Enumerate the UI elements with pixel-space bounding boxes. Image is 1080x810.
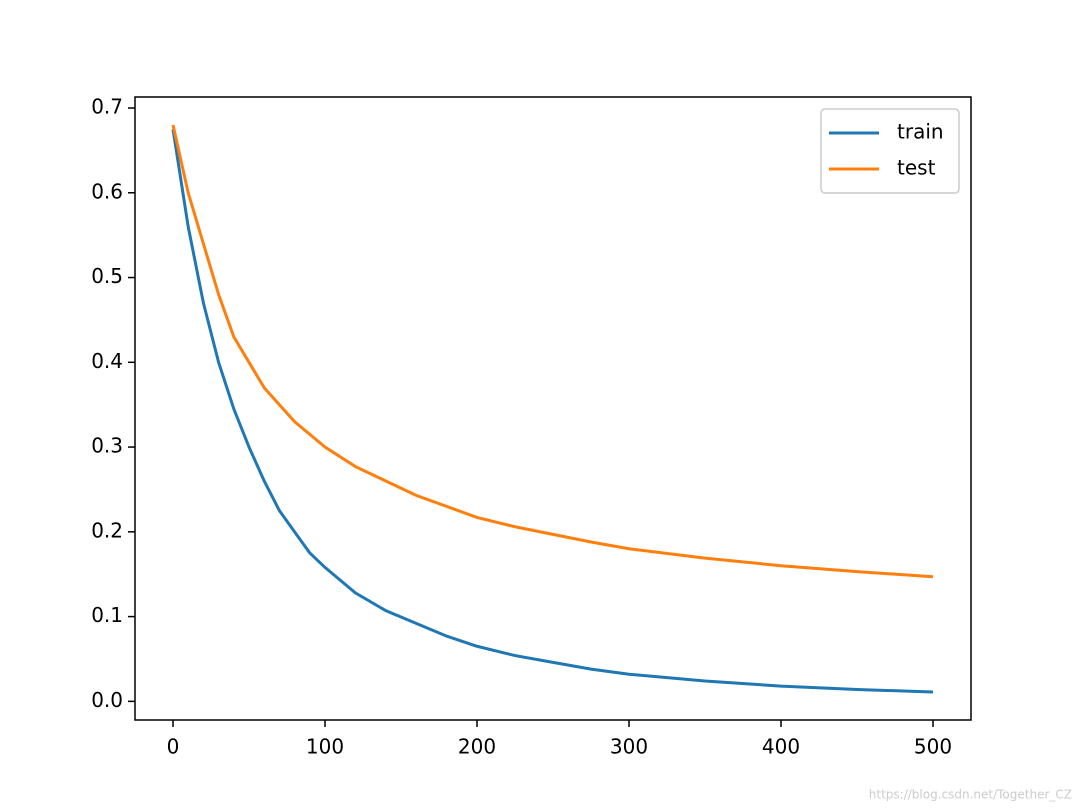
- y-tick-label: 0.6: [91, 179, 123, 203]
- line-series: [171, 124, 934, 579]
- line-series: [171, 128, 934, 694]
- x-tick-label: 100: [306, 735, 344, 759]
- x-tick-label: 400: [762, 735, 800, 759]
- legend-label: train: [897, 120, 944, 144]
- y-tick-label: 0.3: [91, 434, 123, 458]
- legend-label: test: [897, 156, 936, 180]
- watermark: https://blog.csdn.net/Together_CZ: [869, 788, 1072, 802]
- x-tick-label: 0: [167, 735, 180, 759]
- y-tick-label: 0.2: [91, 518, 123, 542]
- plot-frame: [134, 96, 972, 721]
- y-tick-label: 0.0: [91, 688, 123, 712]
- legend-box: [820, 108, 960, 194]
- x-tick-label: 300: [610, 735, 648, 759]
- y-tick-label: 0.4: [91, 349, 123, 373]
- x-tick-label: 200: [458, 735, 496, 759]
- y-tick-label: 0.5: [91, 264, 123, 288]
- y-tick-label: 0.1: [91, 603, 123, 627]
- x-tick-label: 500: [914, 735, 952, 759]
- y-tick-label: 0.7: [91, 95, 123, 119]
